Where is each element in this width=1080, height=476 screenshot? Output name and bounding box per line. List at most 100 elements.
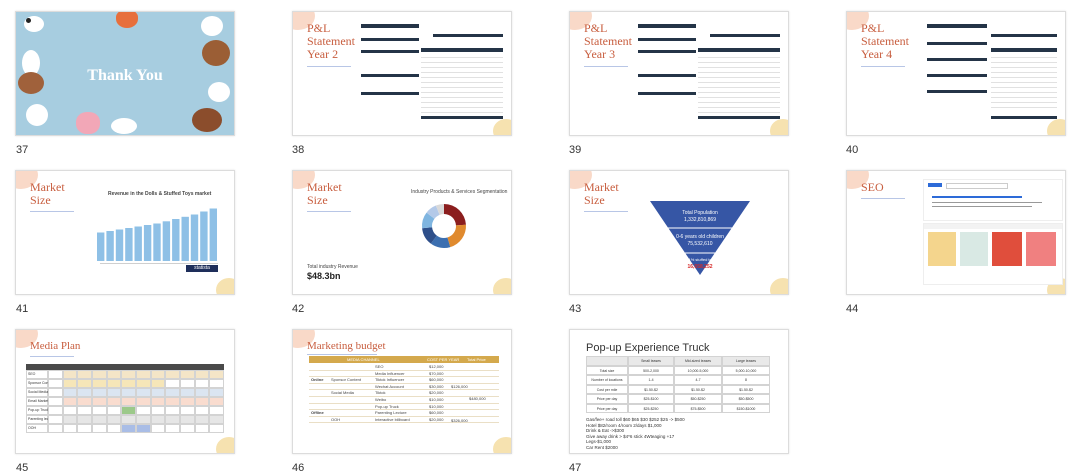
white-cat-icon <box>26 104 48 126</box>
table-header-bar <box>710 34 780 37</box>
revenue-bar-2022 <box>181 216 189 261</box>
media-plan-cell <box>106 415 122 424</box>
flower-decoration-icon <box>570 171 592 189</box>
media-plan-cell <box>150 388 166 397</box>
chicken-icon <box>111 118 137 134</box>
lease-table-cell: $150-$1000 <box>722 403 770 413</box>
media-plan-cell <box>77 370 92 379</box>
table-header-bar <box>361 24 419 28</box>
lease-table-cell: Price per day <box>586 394 628 404</box>
media-plan-cell <box>136 397 151 406</box>
revenue-bar-2021 <box>172 219 180 261</box>
slide-thumbnail-46[interactable]: Marketing budget MEDIA CHANNEL COST PER … <box>292 329 512 454</box>
title-underline <box>861 198 905 199</box>
slide-thumbnail-44[interactable]: SEO <box>846 170 1066 295</box>
cost-note: Hotel $82/room 4/room 2/days $1,000 <box>586 422 662 428</box>
lease-table-cell: $50-$500 <box>722 394 770 404</box>
statista-logo: statista <box>186 265 218 272</box>
table-row <box>698 97 780 98</box>
media-plan-cell <box>136 388 151 397</box>
media-plan-cell <box>209 379 224 388</box>
media-plan-cell <box>92 370 107 379</box>
title-underline <box>584 211 628 212</box>
media-plan-cell <box>136 415 151 424</box>
slide-thumbnail-45[interactable]: Media Plan SEO Sponsor Content Social Medi… <box>15 329 235 454</box>
sheep-icon <box>208 82 230 102</box>
slide-thumbnail-39[interactable]: P&L Statement Year 3 <box>569 11 789 136</box>
slide-thumbnail-40[interactable]: P&L Statement Year 4 <box>846 11 1066 136</box>
media-channel-label: Email Marketing <box>26 397 53 406</box>
flower-decoration-icon <box>16 330 38 348</box>
leaf-decoration-icon <box>216 278 234 294</box>
budget-row: Media Influencer $70,000 <box>309 370 499 378</box>
chart-baseline <box>100 263 218 264</box>
table-row <box>991 97 1057 98</box>
slide-title: Market Size <box>307 180 342 207</box>
revenue-bar-2019 <box>153 223 161 261</box>
slide-title: SEO <box>861 180 884 194</box>
revenue-bar-2017 <box>134 226 142 261</box>
table-row <box>991 92 1057 93</box>
cost-note: Legs-$1,000 <box>586 439 612 445</box>
leaf-decoration-icon <box>493 437 511 453</box>
chart-title: Revenue in the Dolls & Stuffed Toys mark… <box>108 191 212 197</box>
media-plan-cell <box>62 379 78 388</box>
media-plan-cell <box>165 397 180 406</box>
media-plan-cell <box>106 379 122 388</box>
flower-decoration-icon <box>293 330 315 348</box>
slide-thumbnail-43[interactable]: Market Size Total Population 1,332,810,86… <box>569 170 789 295</box>
media-plan-cell <box>92 388 107 397</box>
donut-slice-4 <box>422 212 435 229</box>
table-row <box>421 102 503 103</box>
title-underline <box>584 66 628 67</box>
table-header-bar <box>638 38 696 41</box>
media-plan-cell <box>136 379 151 388</box>
media-plan-cell <box>48 424 63 433</box>
media-plan-cell <box>180 415 195 424</box>
panda-ear-icon <box>26 18 31 23</box>
lease-table-header-cell <box>586 356 628 366</box>
media-plan-cell <box>150 424 166 433</box>
table-row <box>698 107 780 108</box>
table-row <box>991 67 1057 68</box>
title-underline <box>307 211 351 212</box>
media-channel-label: SEO <box>26 370 48 379</box>
slide-thumbnail-42[interactable]: Market Size Industry Products & Services … <box>292 170 512 295</box>
budget-row: Social Media Tiktok $20,000 <box>309 389 499 397</box>
slide-thumbnail-38[interactable]: P&L Statement Year 2 <box>292 11 512 136</box>
media-plan-header <box>26 364 224 370</box>
revenue-bar-2024 <box>200 211 208 261</box>
slide-thumbnail-37[interactable]: Thank You <box>15 11 235 136</box>
media-plan-cell <box>121 415 136 424</box>
table-header-bar <box>361 92 419 95</box>
leaf-decoration-icon <box>770 119 788 135</box>
media-plan-cell <box>194 388 210 397</box>
media-plan-cell <box>92 406 107 415</box>
media-plan-cell <box>194 397 210 406</box>
slide-number-45: 45 <box>16 462 29 474</box>
media-plan-cell <box>209 388 224 397</box>
slide-title: P&L Statement Year 4 <box>861 21 909 61</box>
revenue-bar-2015 <box>115 229 124 261</box>
table-row <box>991 107 1057 108</box>
funnel-level-1-value: 1,332,810,869 <box>684 217 716 223</box>
online-total: $126,000 <box>451 384 468 389</box>
table-row <box>421 87 503 88</box>
media-plan-cell <box>77 424 92 433</box>
media-plan-cell <box>106 424 122 433</box>
table-row <box>698 82 780 83</box>
media-plan-cell <box>136 424 151 433</box>
offline-total: $326,000 <box>451 418 468 423</box>
title-underline <box>30 356 74 357</box>
media-plan-cell <box>62 397 78 406</box>
slide-thumbnail-47[interactable]: Pop-up Experience Truck Small leases Mid-… <box>569 329 789 454</box>
budget-row: Pop-up Truck $10,000 <box>309 403 499 411</box>
media-channel-label: Pop-up Truck <box>26 406 49 415</box>
funnel-level-3-label: 21% stuffed toy <box>686 257 714 262</box>
media-plan-cell <box>121 424 136 433</box>
slide-thumbnail-41[interactable]: Market Size Revenue in the Dolls & Stuffe… <box>15 170 235 295</box>
media-plan-cell <box>180 370 195 379</box>
segmentation-donut-chart <box>422 204 466 248</box>
lease-table-cell: Cost per mile <box>586 384 628 394</box>
lease-table-cell: 8 <box>722 375 770 385</box>
